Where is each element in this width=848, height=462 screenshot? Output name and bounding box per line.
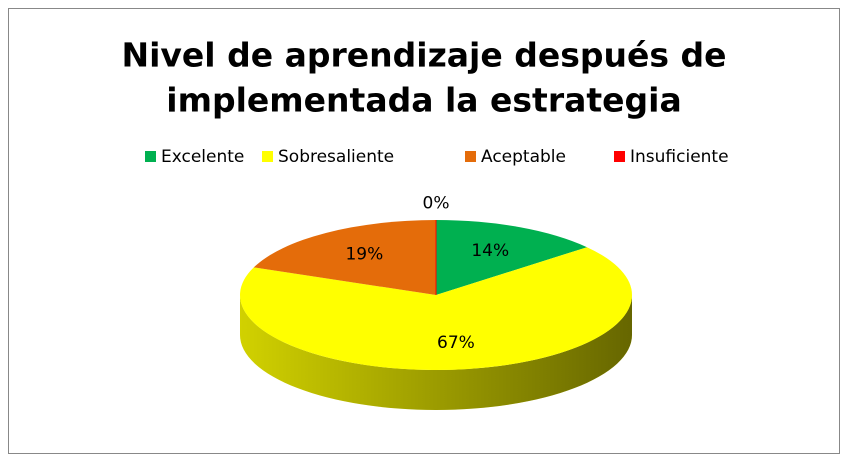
legend-label: Insuficiente (630, 147, 729, 167)
legend-label: Aceptable (481, 147, 566, 167)
pie-slice (436, 220, 588, 295)
pie-slice (253, 220, 436, 295)
data-label: 0% (423, 194, 450, 214)
legend-label: Sobresaliente (278, 147, 394, 167)
data-label: 19% (345, 245, 383, 265)
legend-swatch (465, 151, 476, 162)
chart-title: Nivel de aprendizaje después de (121, 36, 726, 75)
data-label: 67% (437, 333, 475, 353)
legend-swatch (614, 151, 625, 162)
chart-title: implementada la estrategia (166, 81, 681, 120)
legend-swatch (145, 151, 156, 162)
legend-label: Excelente (161, 147, 244, 167)
data-label: 14% (471, 241, 509, 261)
pie-slice (239, 247, 632, 371)
pie-side-shade (240, 295, 632, 410)
legend-swatch (262, 151, 273, 162)
